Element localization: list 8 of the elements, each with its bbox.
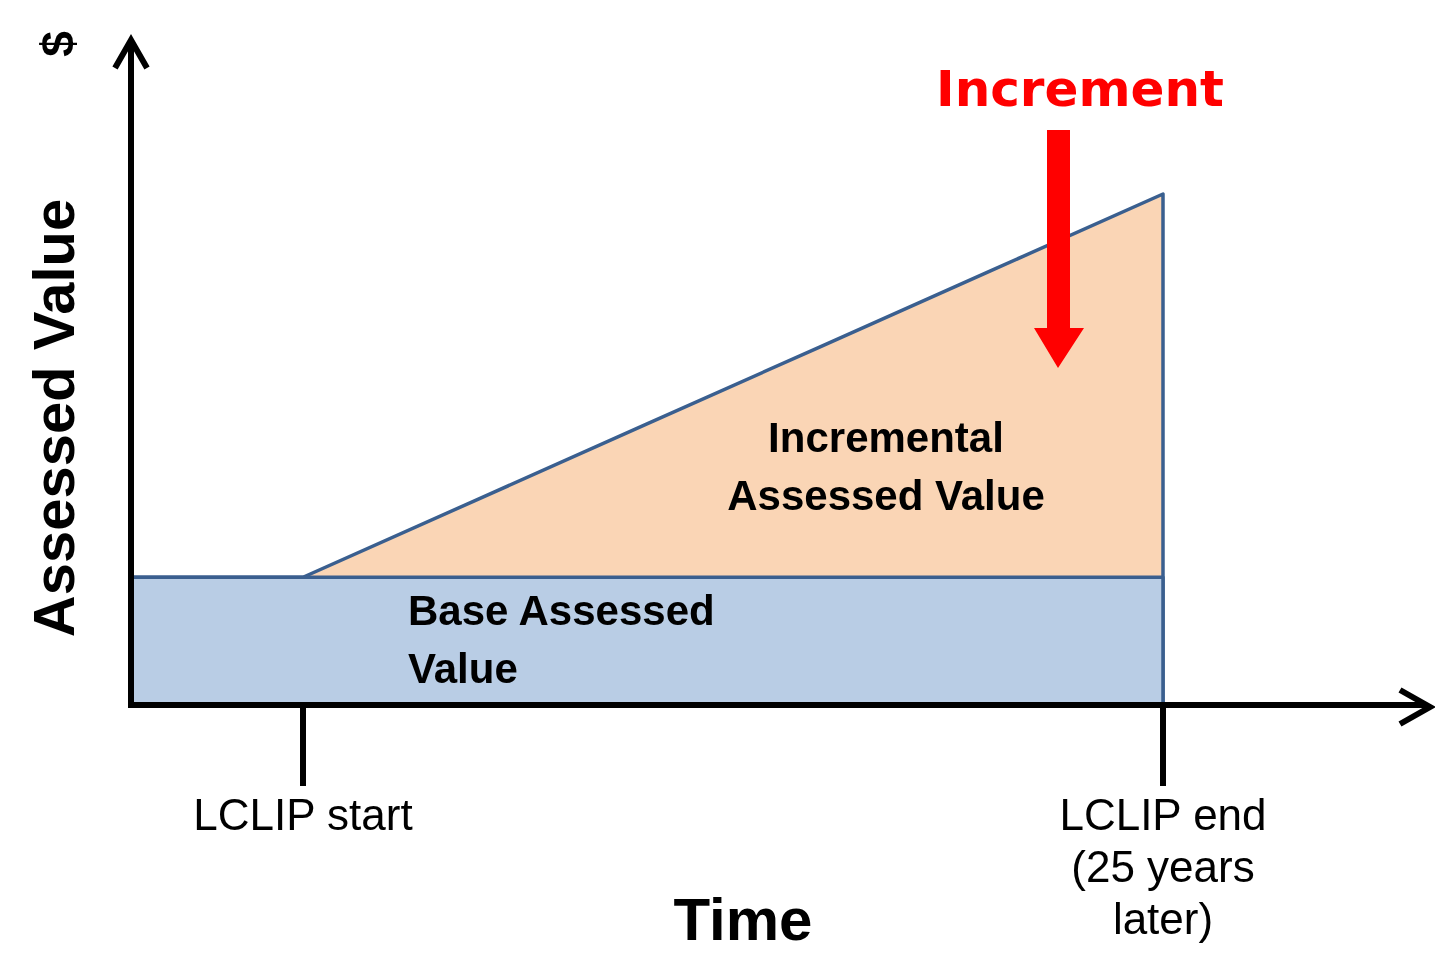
y-axis-title: Assessed Value	[21, 198, 86, 638]
text: Increment	[936, 60, 1224, 118]
series-label: Incremental Assessed Value	[727, 414, 1045, 520]
x-axis-title: Time	[673, 886, 813, 953]
x-tick-label: LCLIP start	[193, 790, 413, 839]
text: $	[32, 31, 84, 57]
x-tick-label: LCLIP end (25 years later)	[1059, 790, 1267, 943]
series-label: Base Assessed Value	[408, 587, 715, 693]
